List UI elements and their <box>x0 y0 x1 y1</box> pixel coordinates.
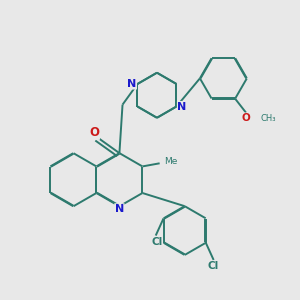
Text: Cl: Cl <box>207 261 218 271</box>
Text: Cl: Cl <box>151 237 162 247</box>
Text: N: N <box>127 79 136 89</box>
Text: O: O <box>89 126 99 139</box>
Text: N: N <box>115 204 124 214</box>
Text: CH₃: CH₃ <box>260 114 276 123</box>
Text: Me: Me <box>164 157 178 166</box>
Text: O: O <box>242 113 250 123</box>
Text: N: N <box>178 101 187 112</box>
